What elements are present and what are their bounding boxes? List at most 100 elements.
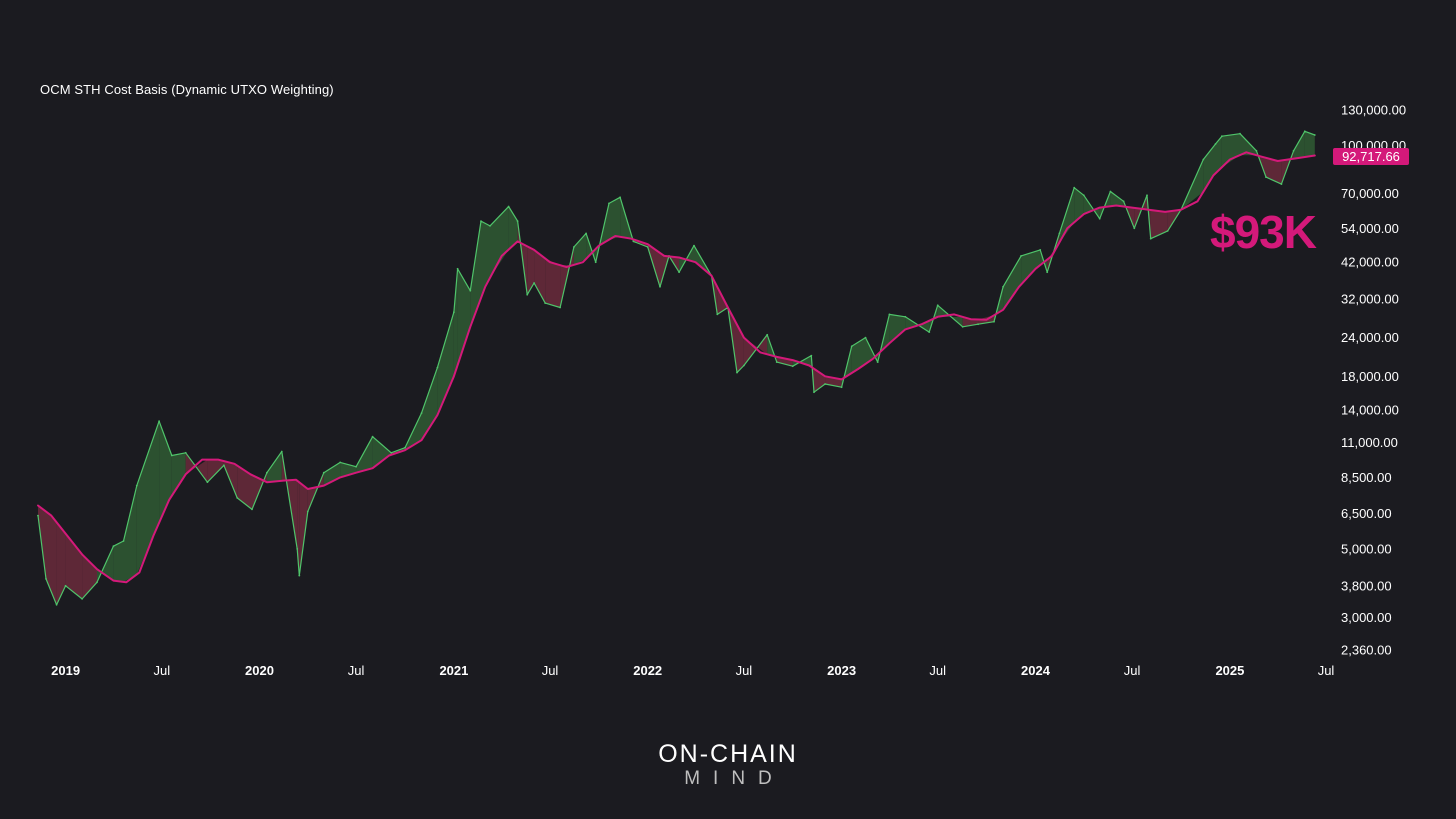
y-tick-label: 54,000.00 — [1341, 221, 1399, 236]
price-point — [453, 311, 455, 313]
price-series — [37, 130, 1316, 606]
price-point — [1255, 149, 1258, 152]
price-point — [122, 540, 125, 542]
x-tick-label: Jul — [348, 663, 365, 678]
x-tick-label: Jul — [1124, 663, 1141, 678]
price-point — [936, 304, 939, 307]
price-point — [390, 451, 393, 454]
y-tick-label: 11,000.00 — [1341, 435, 1398, 450]
spread-fill-above — [1293, 131, 1305, 159]
price-point — [1214, 143, 1217, 145]
y-tick-label: 24,000.00 — [1341, 330, 1399, 345]
price-point — [1058, 232, 1061, 235]
spread-fill-above — [508, 206, 518, 250]
x-tick-label: Jul — [736, 663, 753, 678]
spread-fill-above — [457, 268, 471, 366]
price-point — [306, 510, 309, 513]
price-point — [678, 271, 680, 274]
price-point — [1039, 249, 1042, 251]
spread-fill-above — [437, 312, 454, 416]
x-tick-label: Jul — [153, 663, 170, 678]
spread-fill-below — [1266, 157, 1282, 185]
price-point — [296, 548, 299, 550]
price-point — [559, 306, 561, 309]
price-point — [64, 584, 67, 587]
spread-fill-below — [527, 246, 535, 295]
spread-fill-below — [1150, 210, 1168, 239]
spread-fill-above — [356, 436, 373, 473]
price-point — [37, 514, 39, 517]
spread-fill-above — [889, 314, 906, 344]
price-point — [864, 336, 867, 339]
price-point — [1202, 158, 1205, 161]
x-tick-label: Jul — [542, 663, 559, 678]
price-point — [507, 205, 510, 208]
y-tick-label: 42,000.00 — [1341, 255, 1399, 270]
price-point — [1133, 227, 1136, 230]
x-tick-label: 2025 — [1215, 663, 1244, 678]
spread-fill-above — [490, 206, 509, 278]
price-point — [888, 313, 891, 316]
brand-logo-sub: MIND — [684, 768, 785, 789]
price-point — [1166, 230, 1169, 232]
price-point — [266, 471, 268, 474]
price-point — [544, 302, 547, 304]
cost-basis-series — [37, 151, 1316, 584]
y-axis: 130,000.00100,000.0070,000.0054,000.0042… — [1341, 103, 1406, 658]
price-point — [619, 196, 621, 199]
spread-fill-below — [46, 511, 57, 605]
cost-basis-line — [37, 151, 1316, 584]
price-point — [516, 220, 519, 223]
y-tick-label: 8,500.00 — [1341, 470, 1392, 485]
price-point — [594, 261, 597, 264]
price-point — [1239, 132, 1241, 135]
price-point — [743, 364, 745, 367]
price-point — [371, 435, 374, 438]
price-point — [993, 320, 995, 323]
chart-title: OCM STH Cost Basis (Dynamic UTXO Weighti… — [40, 82, 334, 97]
spread-fill-above — [1215, 136, 1222, 174]
current-value-badge: 92,717.66 — [1333, 148, 1409, 165]
spread-fill-above — [1221, 133, 1240, 168]
price-point — [904, 315, 907, 318]
spread-fill-above — [1240, 133, 1257, 156]
price-point — [977, 323, 979, 326]
price-point — [96, 581, 98, 584]
spread-fill-above — [421, 367, 438, 441]
y-tick-label: 18,000.00 — [1341, 369, 1399, 384]
y-tick-label: 3,800.00 — [1341, 578, 1392, 593]
price-point — [1046, 271, 1049, 274]
x-tick-label: 2022 — [633, 663, 662, 678]
spread-fill-above — [453, 268, 458, 377]
spread-fill-above — [609, 197, 621, 240]
price-point — [585, 232, 587, 235]
x-tick-label: 2024 — [1021, 663, 1051, 678]
price-point — [608, 202, 610, 205]
spread-fill-below — [237, 465, 252, 510]
spread-fill-above — [481, 221, 490, 299]
price-point — [1149, 237, 1152, 240]
y-tick-label: 5,000.00 — [1341, 541, 1392, 556]
price-point — [135, 484, 138, 487]
spread-fill-above — [1074, 187, 1084, 223]
x-tick-label: 2023 — [827, 663, 856, 678]
spread-fill — [38, 131, 1315, 605]
price-point — [1122, 200, 1125, 203]
spread-fill-above — [97, 546, 114, 583]
price-point — [810, 354, 813, 357]
price-point — [1082, 194, 1085, 197]
y-tick-label: 130,000.00 — [1341, 103, 1406, 118]
price-point — [716, 313, 719, 316]
price-point — [1221, 135, 1223, 138]
price-point — [55, 603, 58, 606]
brand-logo-main: ON-CHAIN — [658, 740, 798, 768]
spread-fill-above — [1304, 131, 1315, 158]
price-point — [1313, 134, 1316, 136]
y-tick-label: 2,360.00 — [1341, 643, 1392, 658]
x-tick-label: 2020 — [245, 663, 274, 678]
spread-fill-above — [1110, 191, 1124, 207]
price-line — [37, 130, 1316, 606]
spread-fill-below — [545, 258, 561, 308]
price-point — [840, 386, 843, 389]
